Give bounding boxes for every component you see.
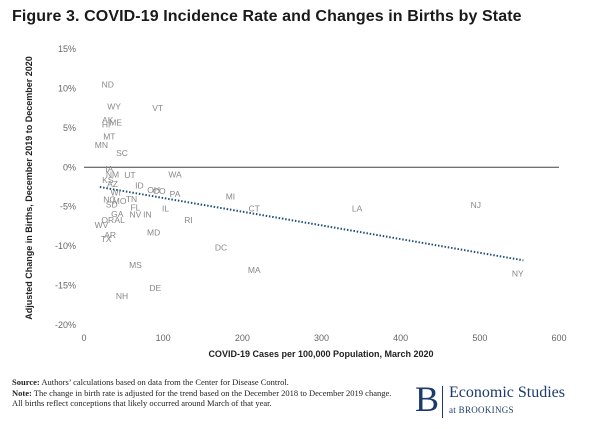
y-tick-label: -10% [55,241,76,251]
state-point-ia: IA [105,164,113,174]
state-point-ar: AR [104,230,116,240]
y-tick-label: -15% [55,281,76,291]
state-point-mi: MI [226,191,235,201]
state-point-wa: WA [168,169,182,179]
source-label: Source: [12,377,40,387]
y-tick-label: 10% [58,83,76,93]
y-tick-label: 15% [58,44,76,54]
state-point-pa: PA [170,189,181,199]
state-point-nm: NM [106,169,119,179]
state-point-nv: NV [130,210,142,220]
state-point-wi: WI [110,188,120,198]
state-point-ak: AK [102,115,114,125]
state-point-ny: NY [512,269,524,279]
state-point-de: DE [149,283,161,293]
y-tick-label: 0% [63,162,76,172]
x-axis-ticks: 0 100 200 300 400 500 600 [81,333,566,343]
brand-divider [442,386,443,418]
source-text: Authors’ calculations based on data from… [39,377,289,387]
brookings-logo: B Economic Studies at BROOKINGS [415,379,600,421]
state-point-tn: TN [126,194,137,204]
x-tick-label: 300 [314,333,329,343]
state-point-nc: NC [103,195,115,205]
state-point-az: AZ [107,179,118,189]
state-point-tx: TX [101,234,112,244]
state-point-ct: CT [249,203,260,213]
x-tick-label: 200 [235,333,250,343]
state-point-ga: GA [111,209,124,219]
state-point-ri: RI [184,215,193,225]
state-point-or: OR [101,215,114,225]
state-point-ms: MS [129,260,142,270]
y-tick-label: -5% [60,202,76,212]
state-point-md: MD [147,228,160,238]
x-axis-label: COVID-19 Cases per 100,000 Population, M… [208,349,433,359]
state-point-oh: OH [147,185,160,195]
y-axis-label: Adjusted Change in Births, December 2019… [24,56,34,320]
state-point-wv: WV [95,220,109,230]
scatter-chart: 15% 10% 5% 0% -5% -10% -15% -20% 0 100 200 300 400 5… [24,44,567,359]
state-point-hi: HI [102,120,111,130]
chart-notes: Source: Authors’ calculations based on d… [12,377,397,409]
state-point-nd: ND [102,79,114,89]
note-label: Note: [12,387,32,398]
state-point-nj: NJ [471,200,481,210]
x-tick-label: 0 [81,333,86,343]
state-point-co: CO [153,186,166,196]
x-tick-label: 400 [393,333,408,343]
state-point-sc: SC [116,148,128,158]
state-point-mt: MT [103,132,115,142]
state-point-id: ID [135,180,144,190]
state-point-in: IN [143,210,152,220]
y-axis-ticks: 15% 10% 5% 0% -5% -10% -15% -20% [55,44,76,330]
state-point-nh: NH [116,291,128,301]
state-point-mo: MO [113,196,127,206]
state-point-mn: MN [95,140,108,150]
state-point-dc: DC [215,243,227,253]
y-tick-label: 5% [63,123,76,133]
x-tick-label: 500 [472,333,487,343]
state-point-ks: KS [102,175,114,185]
state-point-wy: WY [107,102,121,112]
x-tick-label: 600 [551,333,566,343]
trendline [99,186,524,262]
brand-letter: B [415,379,440,419]
state-point-il: IL [162,203,169,213]
state-point-ut: UT [124,170,135,180]
state-point-vt: VT [152,103,163,113]
chart-title: Figure 3. COVID-19 Incidence Rate and Ch… [12,8,522,25]
state-point-sd: SD [106,199,118,209]
state-point-fl: FL [130,203,140,213]
y-tick-label: -20% [55,320,76,330]
state-point-la: LA [352,203,363,213]
brand-name: Economic Studies [449,384,565,401]
state-point-ma: MA [248,265,261,275]
x-tick-label: 100 [156,333,171,343]
state-point-al: AL [114,215,125,225]
note-text: The change in birth rate is adjusted for… [12,387,392,409]
brand-subtitle: at BROOKINGS [449,405,514,415]
state-point-me: ME [109,117,122,127]
